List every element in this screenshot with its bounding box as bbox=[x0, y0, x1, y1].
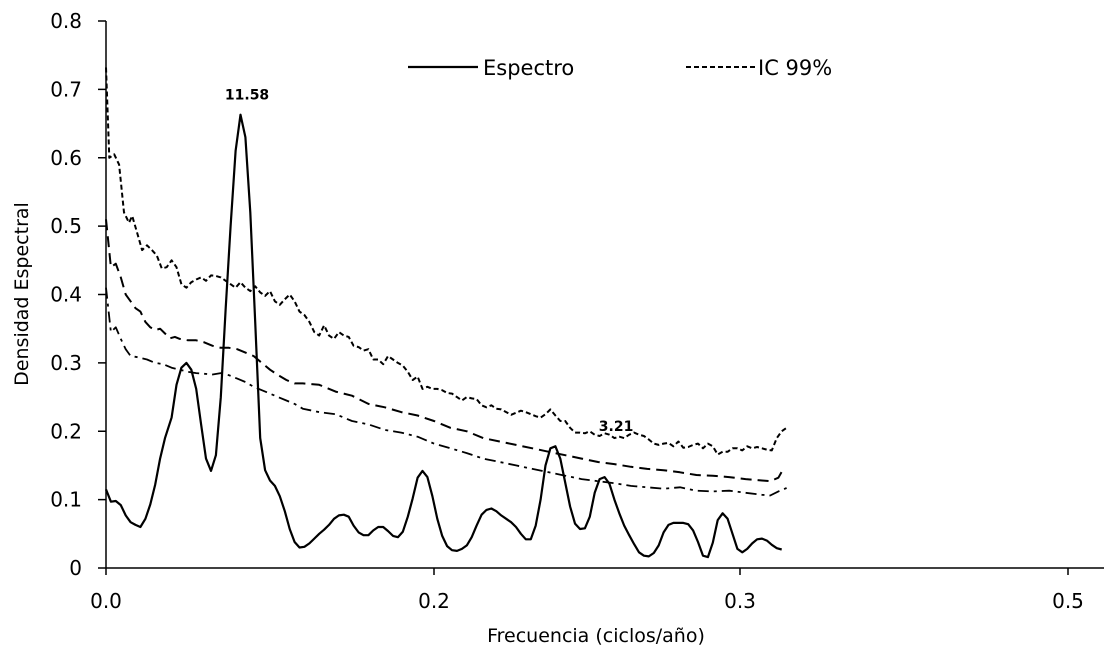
x-tick-label: 0.3 bbox=[724, 589, 756, 613]
peak-annotation: 3.21 bbox=[599, 419, 634, 435]
series-line-espectro bbox=[104, 113, 782, 559]
legend-label-espectro: Espectro bbox=[483, 56, 574, 80]
x-tick-label: 0.2 bbox=[418, 589, 450, 613]
x-tick-label: 0.5 bbox=[1052, 589, 1084, 613]
x-axis-title: Frecuencia (ciclos/año) bbox=[487, 625, 705, 647]
y-tick-label: 0.5 bbox=[50, 214, 82, 238]
y-tick-label: 0 bbox=[69, 556, 82, 580]
series-line-ic-99 bbox=[105, 67, 788, 456]
peak-annotation: 11.58 bbox=[225, 87, 269, 103]
y-tick-label: 0.4 bbox=[50, 283, 82, 307]
y-tick-label: 0.7 bbox=[50, 77, 82, 101]
y-tick-label: 0.2 bbox=[50, 419, 82, 443]
legend-label-ic99: IC 99% bbox=[758, 56, 832, 80]
series-layer bbox=[104, 67, 788, 559]
y-tick-label: 0.3 bbox=[50, 351, 82, 375]
y-axis-title: Densidad Espectral bbox=[11, 202, 33, 386]
series-line-band-2 bbox=[105, 219, 785, 483]
x-tick-label: 0.0 bbox=[90, 589, 122, 613]
y-tick-label: 0.1 bbox=[50, 488, 82, 512]
legend: Espectro IC 99% bbox=[408, 56, 832, 80]
ticks: 0 0.1 0.2 0.3 0.4 0.5 0.6 0.7 0.8 0.0 0.2 0.3 0.5 bbox=[50, 9, 1084, 613]
y-tick-label: 0.8 bbox=[50, 9, 82, 33]
y-tick-label: 0.6 bbox=[50, 146, 82, 170]
series-line-band-3 bbox=[105, 287, 787, 497]
annotations: 11.58 3.21 bbox=[225, 87, 633, 435]
